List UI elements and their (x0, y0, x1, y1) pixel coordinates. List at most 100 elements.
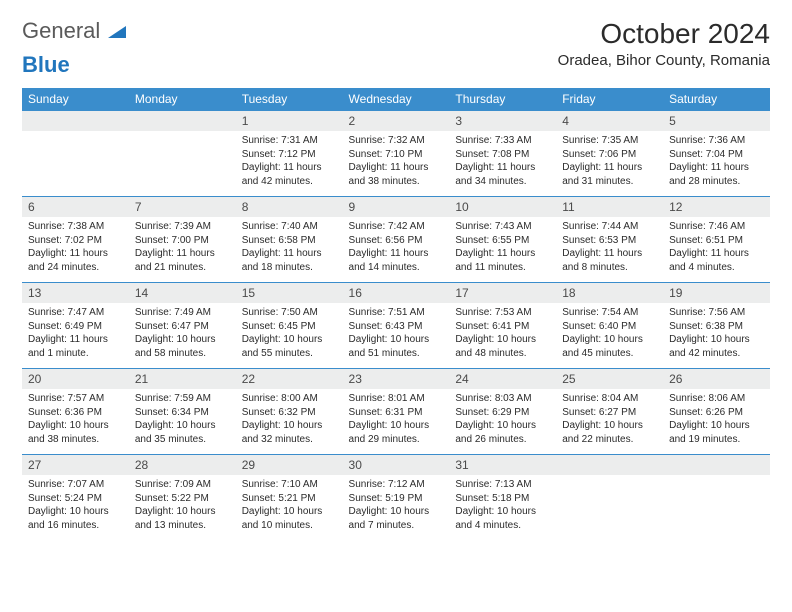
calendar-day-cell: 8Sunrise: 7:40 AMSunset: 6:58 PMDaylight… (236, 197, 343, 283)
calendar-day-cell: 11Sunrise: 7:44 AMSunset: 6:53 PMDayligh… (556, 197, 663, 283)
day-number: 16 (343, 283, 450, 303)
logo: General Blue (22, 18, 126, 78)
calendar-day-cell: 10Sunrise: 7:43 AMSunset: 6:55 PMDayligh… (449, 197, 556, 283)
day-number: 26 (663, 369, 770, 389)
day-details: Sunrise: 7:31 AMSunset: 7:12 PMDaylight:… (236, 131, 343, 196)
calendar-day-cell: 23Sunrise: 8:01 AMSunset: 6:31 PMDayligh… (343, 369, 450, 455)
day-number: 28 (129, 455, 236, 475)
day-number: 7 (129, 197, 236, 217)
day-number: 8 (236, 197, 343, 217)
day-number: 4 (556, 111, 663, 131)
weekday-header: Thursday (449, 88, 556, 111)
day-details: Sunrise: 7:12 AMSunset: 5:19 PMDaylight:… (343, 475, 450, 540)
day-number: 1 (236, 111, 343, 131)
day-number: 12 (663, 197, 770, 217)
calendar-day-cell: 14Sunrise: 7:49 AMSunset: 6:47 PMDayligh… (129, 283, 236, 369)
day-number: 19 (663, 283, 770, 303)
day-number: 11 (556, 197, 663, 217)
header: General Blue October 2024 Oradea, Bihor … (22, 18, 770, 78)
calendar-week-row: 13Sunrise: 7:47 AMSunset: 6:49 PMDayligh… (22, 283, 770, 369)
calendar-day-cell: 20Sunrise: 7:57 AMSunset: 6:36 PMDayligh… (22, 369, 129, 455)
day-details: Sunrise: 7:59 AMSunset: 6:34 PMDaylight:… (129, 389, 236, 454)
day-details: Sunrise: 7:07 AMSunset: 5:24 PMDaylight:… (22, 475, 129, 540)
day-details: Sunrise: 7:44 AMSunset: 6:53 PMDaylight:… (556, 217, 663, 282)
day-number: 29 (236, 455, 343, 475)
calendar-day-cell: 25Sunrise: 8:04 AMSunset: 6:27 PMDayligh… (556, 369, 663, 455)
day-details: Sunrise: 7:57 AMSunset: 6:36 PMDaylight:… (22, 389, 129, 454)
day-details: Sunrise: 7:33 AMSunset: 7:08 PMDaylight:… (449, 131, 556, 196)
calendar-day-cell: 19Sunrise: 7:56 AMSunset: 6:38 PMDayligh… (663, 283, 770, 369)
calendar-week-row: 27Sunrise: 7:07 AMSunset: 5:24 PMDayligh… (22, 455, 770, 541)
day-number: 9 (343, 197, 450, 217)
calendar-day-cell: 17Sunrise: 7:53 AMSunset: 6:41 PMDayligh… (449, 283, 556, 369)
calendar-day-cell: 2Sunrise: 7:32 AMSunset: 7:10 PMDaylight… (343, 111, 450, 197)
day-number: 23 (343, 369, 450, 389)
calendar-day-cell: 12Sunrise: 7:46 AMSunset: 6:51 PMDayligh… (663, 197, 770, 283)
calendar-day-cell: 5Sunrise: 7:36 AMSunset: 7:04 PMDaylight… (663, 111, 770, 197)
day-number: 18 (556, 283, 663, 303)
day-details: Sunrise: 7:40 AMSunset: 6:58 PMDaylight:… (236, 217, 343, 282)
logo-triangle-icon (108, 18, 126, 44)
day-details: Sunrise: 7:43 AMSunset: 6:55 PMDaylight:… (449, 217, 556, 282)
day-number: 15 (236, 283, 343, 303)
day-details: Sunrise: 7:50 AMSunset: 6:45 PMDaylight:… (236, 303, 343, 368)
weekday-header: Saturday (663, 88, 770, 111)
day-details: Sunrise: 7:53 AMSunset: 6:41 PMDaylight:… (449, 303, 556, 368)
day-number: 3 (449, 111, 556, 131)
day-details: Sunrise: 7:42 AMSunset: 6:56 PMDaylight:… (343, 217, 450, 282)
day-details: Sunrise: 7:47 AMSunset: 6:49 PMDaylight:… (22, 303, 129, 368)
calendar-day-cell: 30Sunrise: 7:12 AMSunset: 5:19 PMDayligh… (343, 455, 450, 541)
day-number: 5 (663, 111, 770, 131)
calendar-day-cell: 28Sunrise: 7:09 AMSunset: 5:22 PMDayligh… (129, 455, 236, 541)
day-number: 10 (449, 197, 556, 217)
day-details: Sunrise: 7:51 AMSunset: 6:43 PMDaylight:… (343, 303, 450, 368)
day-details: Sunrise: 7:35 AMSunset: 7:06 PMDaylight:… (556, 131, 663, 196)
day-details: Sunrise: 8:04 AMSunset: 6:27 PMDaylight:… (556, 389, 663, 454)
calendar-week-row: 6Sunrise: 7:38 AMSunset: 7:02 PMDaylight… (22, 197, 770, 283)
day-details: Sunrise: 7:46 AMSunset: 6:51 PMDaylight:… (663, 217, 770, 282)
day-details: Sunrise: 8:03 AMSunset: 6:29 PMDaylight:… (449, 389, 556, 454)
calendar-table: SundayMondayTuesdayWednesdayThursdayFrid… (22, 88, 770, 540)
weekday-header: Wednesday (343, 88, 450, 111)
day-number: 20 (22, 369, 129, 389)
calendar-day-cell: 7Sunrise: 7:39 AMSunset: 7:00 PMDaylight… (129, 197, 236, 283)
day-number: 6 (22, 197, 129, 217)
month-title: October 2024 (558, 18, 770, 50)
day-number: 27 (22, 455, 129, 475)
calendar-week-row: 1Sunrise: 7:31 AMSunset: 7:12 PMDaylight… (22, 111, 770, 197)
logo-blue: Blue (22, 52, 70, 77)
calendar-day-cell: 16Sunrise: 7:51 AMSunset: 6:43 PMDayligh… (343, 283, 450, 369)
calendar-week-row: 20Sunrise: 7:57 AMSunset: 6:36 PMDayligh… (22, 369, 770, 455)
calendar-day-cell: 26Sunrise: 8:06 AMSunset: 6:26 PMDayligh… (663, 369, 770, 455)
day-details: Sunrise: 7:39 AMSunset: 7:00 PMDaylight:… (129, 217, 236, 282)
calendar-day-cell (556, 455, 663, 541)
calendar-day-cell: 4Sunrise: 7:35 AMSunset: 7:06 PMDaylight… (556, 111, 663, 197)
day-details: Sunrise: 7:56 AMSunset: 6:38 PMDaylight:… (663, 303, 770, 368)
calendar-day-cell: 24Sunrise: 8:03 AMSunset: 6:29 PMDayligh… (449, 369, 556, 455)
calendar-day-cell: 15Sunrise: 7:50 AMSunset: 6:45 PMDayligh… (236, 283, 343, 369)
day-details: Sunrise: 7:54 AMSunset: 6:40 PMDaylight:… (556, 303, 663, 368)
day-details: Sunrise: 7:49 AMSunset: 6:47 PMDaylight:… (129, 303, 236, 368)
calendar-day-cell: 31Sunrise: 7:13 AMSunset: 5:18 PMDayligh… (449, 455, 556, 541)
day-details: Sunrise: 7:38 AMSunset: 7:02 PMDaylight:… (22, 217, 129, 282)
day-number: 14 (129, 283, 236, 303)
day-number: 2 (343, 111, 450, 131)
day-number: 25 (556, 369, 663, 389)
calendar-day-cell (663, 455, 770, 541)
day-details: Sunrise: 7:32 AMSunset: 7:10 PMDaylight:… (343, 131, 450, 196)
day-number: 24 (449, 369, 556, 389)
location: Oradea, Bihor County, Romania (558, 52, 770, 69)
calendar-day-cell: 9Sunrise: 7:42 AMSunset: 6:56 PMDaylight… (343, 197, 450, 283)
calendar-day-cell: 22Sunrise: 8:00 AMSunset: 6:32 PMDayligh… (236, 369, 343, 455)
calendar-day-cell (129, 111, 236, 197)
day-number: 17 (449, 283, 556, 303)
day-details: Sunrise: 7:10 AMSunset: 5:21 PMDaylight:… (236, 475, 343, 540)
day-details: Sunrise: 8:06 AMSunset: 6:26 PMDaylight:… (663, 389, 770, 454)
calendar-day-cell: 1Sunrise: 7:31 AMSunset: 7:12 PMDaylight… (236, 111, 343, 197)
day-details: Sunrise: 7:36 AMSunset: 7:04 PMDaylight:… (663, 131, 770, 196)
day-details: Sunrise: 8:01 AMSunset: 6:31 PMDaylight:… (343, 389, 450, 454)
day-details: Sunrise: 7:13 AMSunset: 5:18 PMDaylight:… (449, 475, 556, 540)
day-details: Sunrise: 7:09 AMSunset: 5:22 PMDaylight:… (129, 475, 236, 540)
calendar-day-cell: 3Sunrise: 7:33 AMSunset: 7:08 PMDaylight… (449, 111, 556, 197)
calendar-day-cell: 18Sunrise: 7:54 AMSunset: 6:40 PMDayligh… (556, 283, 663, 369)
